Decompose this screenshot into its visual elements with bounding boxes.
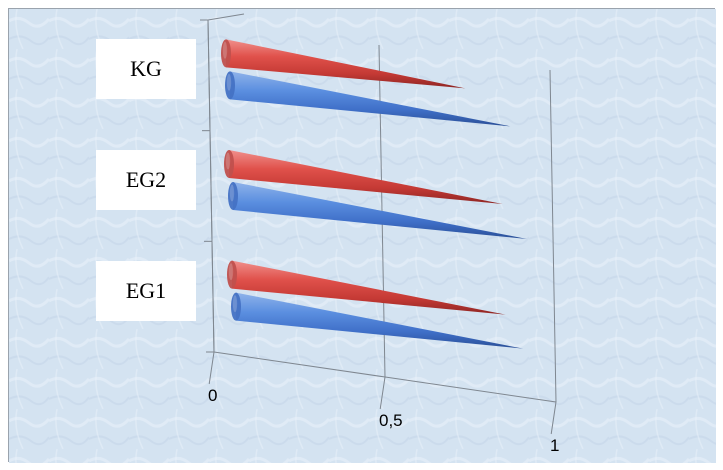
- cone-blue-eg2: [228, 182, 528, 239]
- floor-depth-line: [379, 376, 386, 410]
- category-label-kg: KG: [96, 39, 196, 100]
- cones: [221, 39, 528, 349]
- cone-red-eg2: [224, 150, 503, 204]
- x-tick-label: 1: [550, 436, 560, 455]
- floor-depth-line: [550, 401, 557, 435]
- x-tick-label: 0,5: [379, 411, 403, 430]
- floor-depth-line: [208, 351, 215, 385]
- cone-blue-eg1: [231, 292, 524, 349]
- category-label-eg2: EG2: [96, 150, 196, 210]
- x-axis-line: [213, 351, 557, 403]
- x-gridline: [549, 69, 557, 403]
- cone-red-kg: [221, 39, 466, 89]
- axes: [200, 13, 557, 403]
- cone-blue-kg: [225, 71, 511, 127]
- top-edge-line: [207, 13, 245, 21]
- y-axis-line: [207, 19, 215, 353]
- category-label-eg1: EG1: [96, 260, 196, 321]
- chart-frame: 0 0,5 1 EG1 EG2 KG: [8, 8, 716, 463]
- cone-red-eg1: [227, 260, 506, 315]
- x-tick-label: 0: [208, 386, 218, 405]
